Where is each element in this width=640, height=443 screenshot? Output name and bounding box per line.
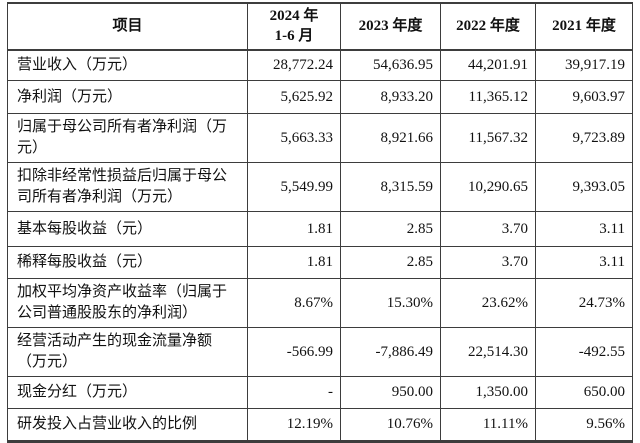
table-row-operating-cash-flow: 经营活动产生的现金流量净额（万元） -566.99 -7,886.49 22,5… (7, 327, 633, 377)
table-row-parent-net-profit: 归属于母公司所有者净利润（万元） 5,663.33 8,921.66 11,56… (7, 113, 633, 163)
cell-value: 8.67% (247, 278, 341, 328)
cell-value: 9,723.89 (535, 113, 633, 163)
cell-value: 10.76% (340, 408, 441, 442)
table-row-diluted-eps: 稀释每股收益（元） 1.81 2.85 3.70 3.11 (7, 246, 633, 279)
cell-value: 5,549.99 (247, 162, 341, 212)
cell-value: 3.11 (535, 246, 633, 279)
cell-value: 3.11 (535, 211, 633, 247)
cell-value: 1.81 (247, 246, 341, 279)
row-label: 净利润（万元） (7, 80, 248, 114)
column-header-item: 项目 (7, 2, 248, 50)
cell-value: -566.99 (247, 327, 341, 377)
cell-value: 11.11% (440, 408, 536, 442)
cell-value: 8,921.66 (340, 113, 441, 163)
table-row-net-profit: 净利润（万元） 5,625.92 8,933.20 11,365.12 9,60… (7, 80, 633, 114)
cell-value: 23.62% (440, 278, 536, 328)
cell-value: 1,350.00 (440, 376, 536, 409)
cell-value: 44,201.91 (440, 49, 536, 81)
cell-value: 12.19% (247, 408, 341, 442)
cell-value: 11,567.32 (440, 113, 536, 163)
table-row-weighted-roe: 加权平均净资产收益率（归属于公司普通股股东的净利润） 8.67% 15.30% … (7, 278, 633, 328)
cell-value: -7,886.49 (340, 327, 441, 377)
cell-value: 8,315.59 (340, 162, 441, 212)
cell-value: 9,393.05 (535, 162, 633, 212)
cell-value: 2.85 (340, 211, 441, 247)
cell-value: 9.56% (535, 408, 633, 442)
cell-value: 5,625.92 (247, 80, 341, 114)
table-row-deducted-net-profit: 扣除非经常性损益后归属于母公司所有者净利润（万元） 5,549.99 8,315… (7, 162, 633, 212)
cell-value: 39,917.19 (535, 49, 633, 81)
cell-value: 650.00 (535, 376, 633, 409)
cell-value: 2.85 (340, 246, 441, 279)
cell-value: 5,663.33 (247, 113, 341, 163)
financial-summary-table: 项目 2024 年 1-6 月 2023 年度 2022 年度 2021 年度 … (7, 2, 633, 443)
column-header-2021: 2021 年度 (535, 2, 633, 50)
row-label: 研发投入占营业收入的比例 (7, 408, 248, 442)
cell-value: 8,933.20 (340, 80, 441, 114)
row-label: 基本每股收益（元） (7, 211, 248, 247)
cell-value: 28,772.24 (247, 49, 341, 81)
cell-value: 9,603.97 (535, 80, 633, 114)
cell-value: 11,365.12 (440, 80, 536, 114)
cell-value: - (247, 376, 341, 409)
cell-value: 54,636.95 (340, 49, 441, 81)
row-label: 归属于母公司所有者净利润（万元） (7, 113, 248, 163)
table-header-row: 项目 2024 年 1-6 月 2023 年度 2022 年度 2021 年度 (7, 2, 633, 50)
row-label: 扣除非经常性损益后归属于母公司所有者净利润（万元） (7, 162, 248, 212)
column-header-2023: 2023 年度 (340, 2, 441, 50)
cell-value: 22,514.30 (440, 327, 536, 377)
row-label: 营业收入（万元） (7, 49, 248, 81)
cell-value: 1.81 (247, 211, 341, 247)
row-label: 稀释每股收益（元） (7, 246, 248, 279)
table-row-revenue: 营业收入（万元） 28,772.24 54,636.95 44,201.91 3… (7, 49, 633, 81)
cell-value: 10,290.65 (440, 162, 536, 212)
cell-value: 3.70 (440, 246, 536, 279)
row-label: 现金分红（万元） (7, 376, 248, 409)
column-header-2024-h1: 2024 年 1-6 月 (247, 2, 341, 50)
row-label: 经营活动产生的现金流量净额（万元） (7, 327, 248, 377)
table-row-basic-eps: 基本每股收益（元） 1.81 2.85 3.70 3.11 (7, 211, 633, 247)
cell-value: 950.00 (340, 376, 441, 409)
table-row-cash-dividend: 现金分红（万元） - 950.00 1,350.00 650.00 (7, 376, 633, 409)
cell-value: 3.70 (440, 211, 536, 247)
cell-value: -492.55 (535, 327, 633, 377)
document-page: 项目 2024 年 1-6 月 2023 年度 2022 年度 2021 年度 … (7, 2, 633, 443)
row-label: 加权平均净资产收益率（归属于公司普通股股东的净利润） (7, 278, 248, 328)
table-row-rd-ratio: 研发投入占营业收入的比例 12.19% 10.76% 11.11% 9.56% (7, 408, 633, 442)
column-header-2022: 2022 年度 (440, 2, 536, 50)
cell-value: 15.30% (340, 278, 441, 328)
cell-value: 24.73% (535, 278, 633, 328)
